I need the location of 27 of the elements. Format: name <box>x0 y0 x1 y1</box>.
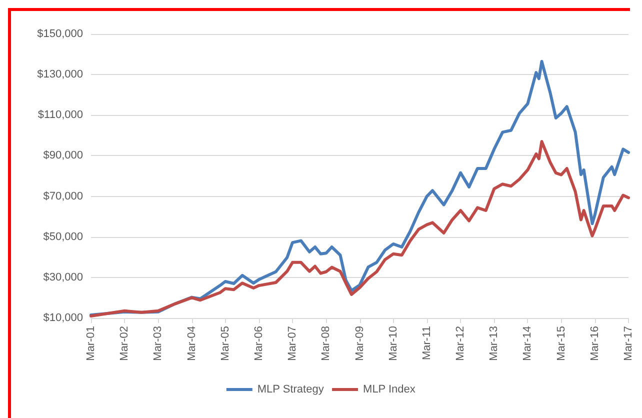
y-tick-label: $130,000 <box>37 68 83 81</box>
x-tick-label: Mar-02 <box>118 326 131 361</box>
legend-label: MLP Strategy <box>257 384 324 396</box>
x-tick-label: Mar-06 <box>252 326 265 361</box>
x-tick-label: Mar-11 <box>420 326 433 360</box>
x-tick-label: Mar-08 <box>320 326 332 361</box>
x-tick-label: Mar-07 <box>286 326 299 361</box>
y-tick-label: $30,000 <box>43 271 83 284</box>
x-tick-label: Mar-10 <box>387 326 400 361</box>
legend-label: MLP Index <box>363 384 416 396</box>
x-tick-label: Mar-12 <box>454 326 467 361</box>
y-tick-label: $70,000 <box>43 190 83 202</box>
x-tick-label: Mar-13 <box>488 326 500 361</box>
x-tick-label: Mar-14 <box>522 326 534 361</box>
x-tick-label: Mar-04 <box>186 326 198 361</box>
x-tick-label: Mar-17 <box>622 326 634 361</box>
y-tick-label: $90,000 <box>43 150 83 162</box>
x-tick-label: Mar-09 <box>354 326 366 361</box>
x-tick-label: Mar-03 <box>152 326 164 361</box>
y-tick-label: $150,000 <box>37 28 83 40</box>
y-tick-label: $110,000 <box>38 109 83 122</box>
y-tick-label: $50,000 <box>43 230 83 243</box>
y-tick-label: $10,000 <box>43 312 83 324</box>
x-tick-label: Mar-15 <box>555 326 568 361</box>
x-tick-label: Mar-05 <box>219 326 232 361</box>
x-tick-label: Mar-01 <box>85 326 97 361</box>
x-tick-label: Mar-16 <box>588 326 601 361</box>
